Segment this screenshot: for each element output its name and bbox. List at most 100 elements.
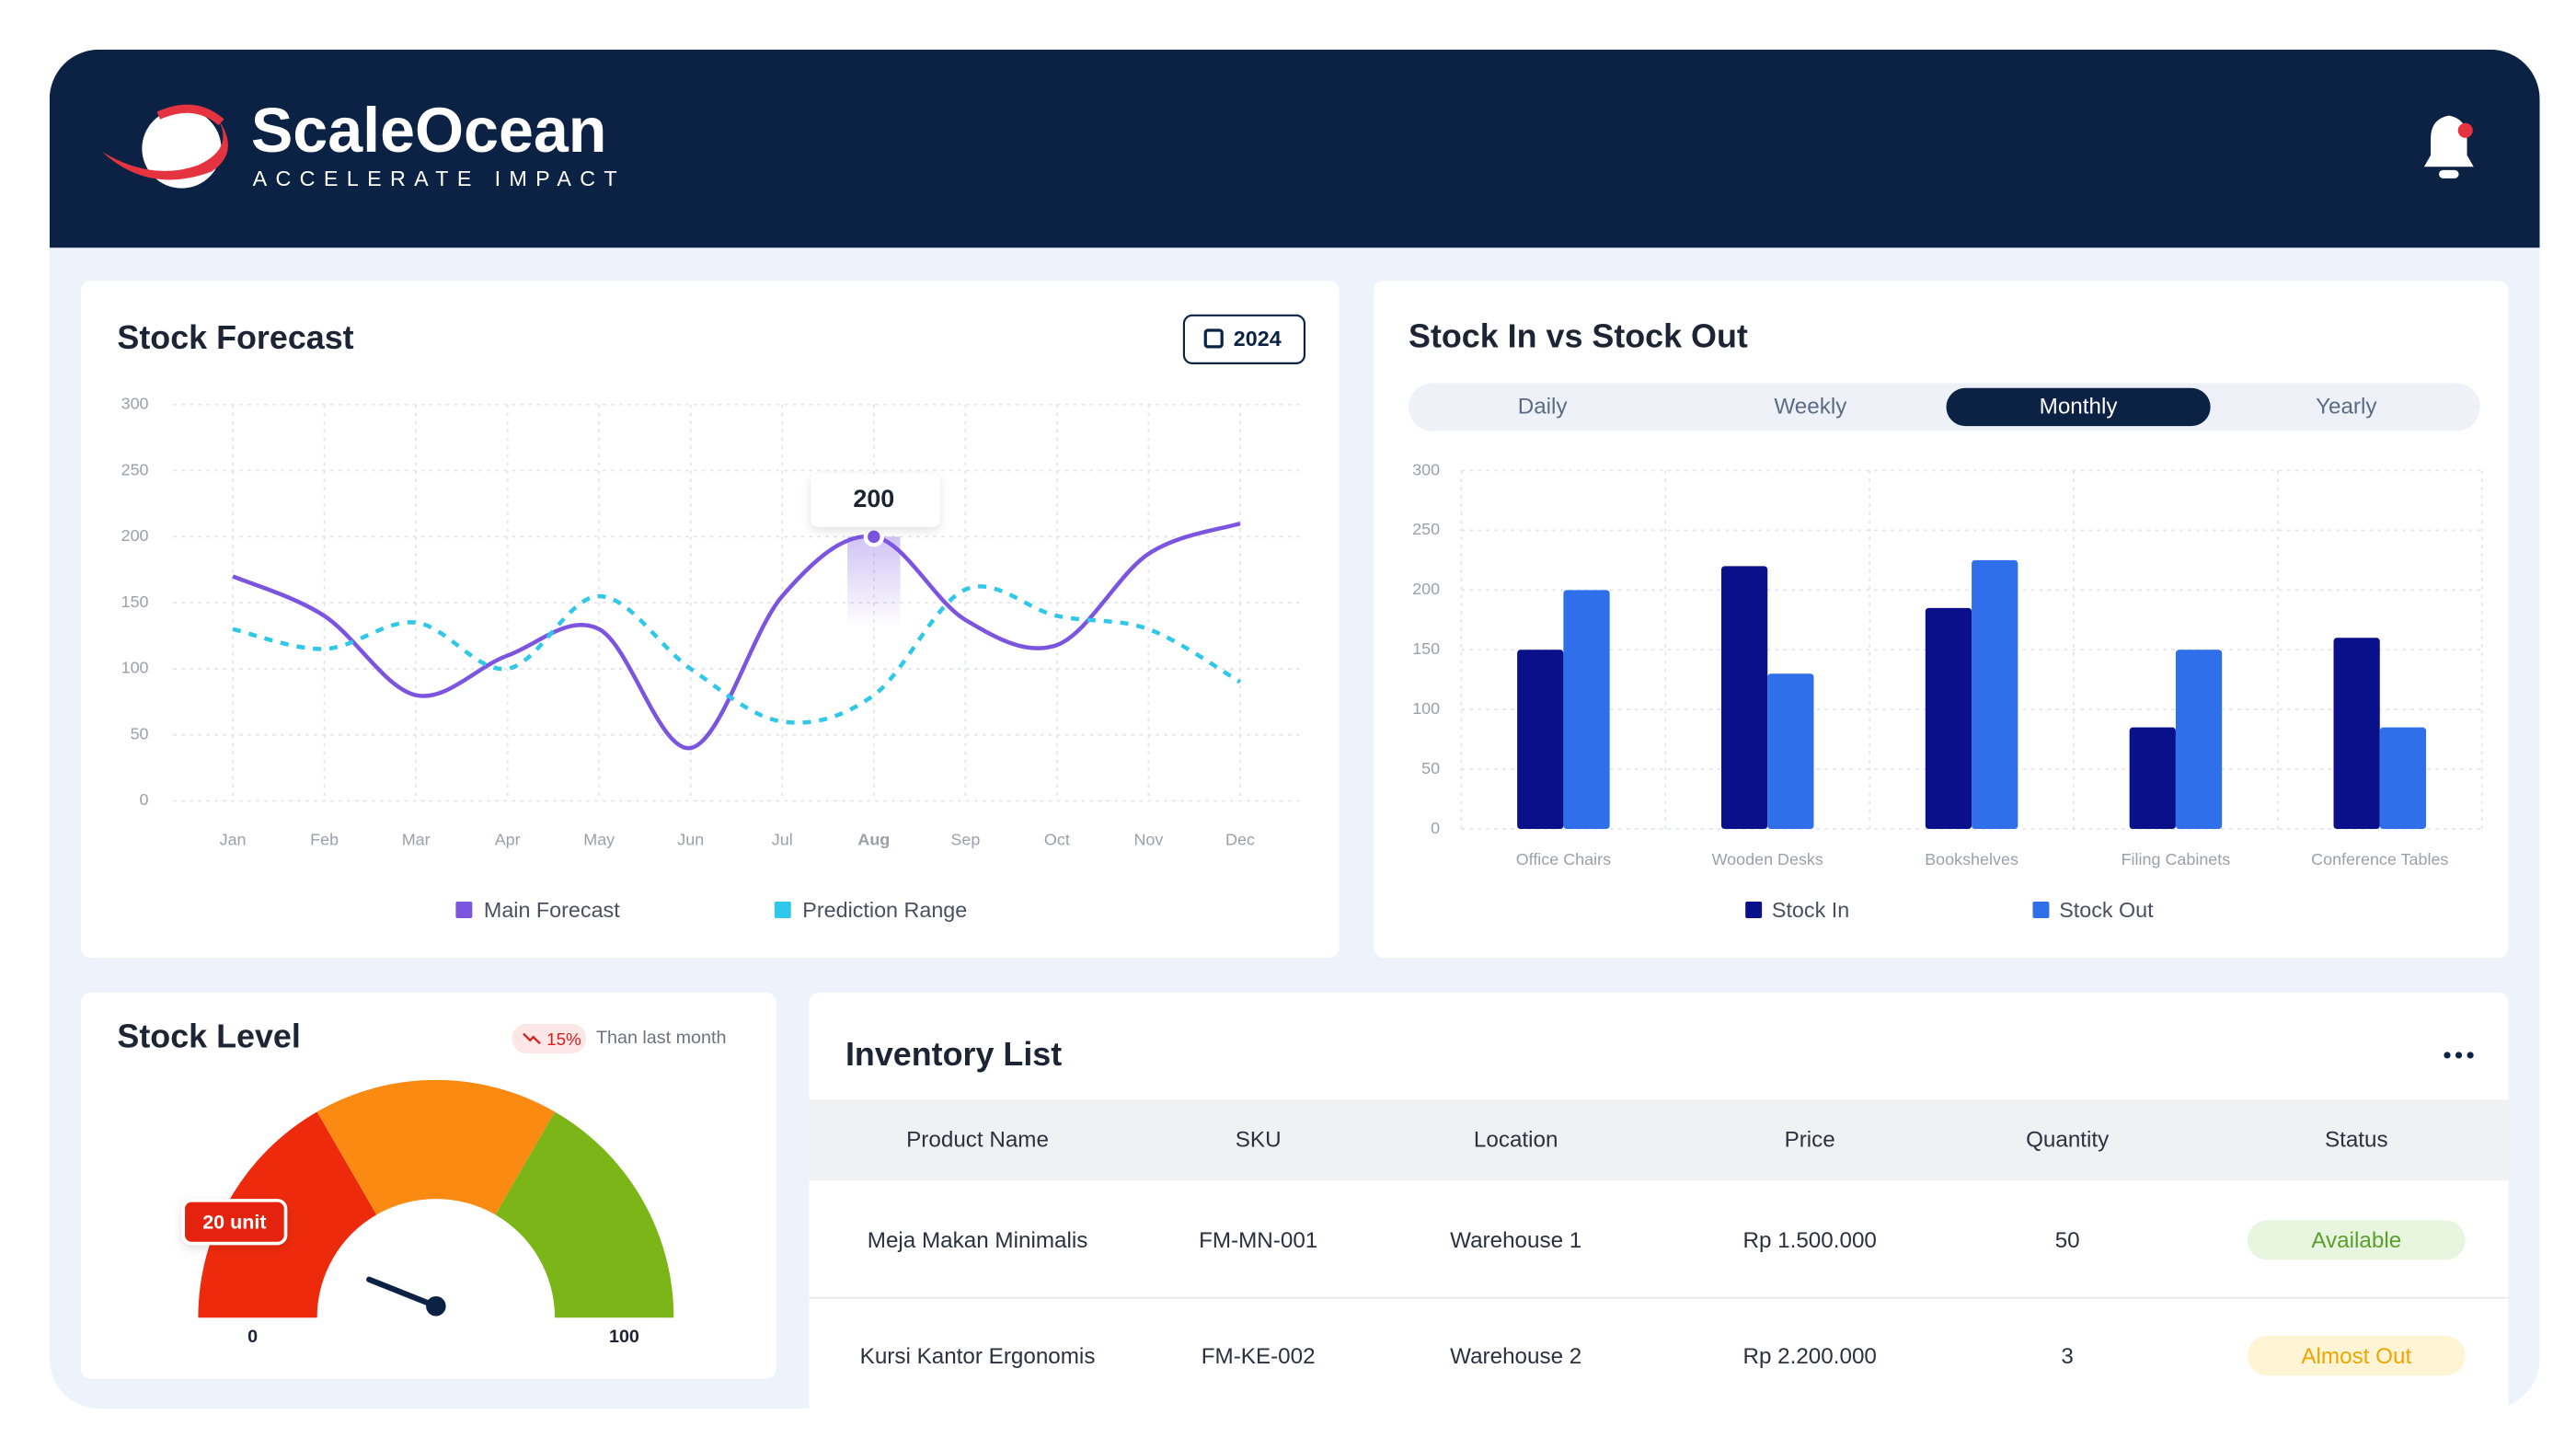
menu-dot[interactable] (2455, 1052, 2463, 1059)
year-label: 2024 (1234, 327, 1282, 351)
column-header: Location (1474, 1128, 1558, 1153)
brand: ScaleOcean (251, 96, 607, 166)
card-title: Inventory List (845, 1036, 1062, 1073)
legend-swatch (455, 902, 473, 918)
gauge-max: 100 (609, 1327, 639, 1347)
tooltip-label: 200 (853, 485, 894, 512)
status-label: Available (2311, 1228, 2401, 1253)
y-tick-label: 150 (1412, 639, 1440, 658)
bell-icon[interactable] (2423, 115, 2474, 178)
x-tick-label: Jul (772, 830, 793, 848)
needle-hub (426, 1295, 446, 1317)
y-tick-label: 150 (121, 592, 149, 611)
x-tick-label: Filing Cabinets (2122, 850, 2231, 868)
status-pill (2247, 1336, 2466, 1376)
x-tick-label: Oct (1044, 830, 1070, 848)
tab-label[interactable]: Weekly (1774, 395, 1847, 420)
cell: Rp 2.200.000 (1742, 1344, 1876, 1369)
x-tick-label: May (583, 830, 615, 848)
y-tick-label: 250 (1412, 520, 1440, 538)
column-header: Quantity (2026, 1128, 2110, 1153)
cell: Warehouse 1 (1450, 1228, 1581, 1253)
trend-icon (523, 1032, 541, 1045)
change-note: Than last month (596, 1028, 727, 1048)
column-header: SKU (1236, 1128, 1282, 1153)
year-button[interactable] (1182, 314, 1306, 364)
x-tick-label: Aug (857, 830, 890, 848)
cell: FM-MN-001 (1199, 1228, 1317, 1253)
column-header: Status (2325, 1128, 2388, 1153)
y-tick-label: 100 (121, 659, 149, 677)
bar (1563, 590, 1610, 830)
gauge-segment (316, 1079, 556, 1215)
column-header: Product Name (906, 1128, 1049, 1153)
status-pill (2247, 1220, 2466, 1260)
gauge-min: 0 (247, 1327, 258, 1347)
y-tick-label: 250 (121, 460, 149, 478)
forecast-card (80, 281, 1340, 959)
line-0 (232, 521, 1241, 751)
x-tick-label: Jun (677, 830, 704, 848)
bar (1972, 559, 2018, 830)
menu-dot (2444, 1052, 2451, 1059)
change-label: 15% (546, 1029, 581, 1049)
y-tick-label: 50 (131, 724, 149, 742)
status-label: Almost Out (2301, 1344, 2411, 1369)
cell: Meja Makan Minimalis (868, 1228, 1088, 1253)
legend-label: Stock In (1772, 898, 1849, 922)
cell: Kursi Kantor Ergonomis (860, 1344, 1096, 1369)
y-tick-label: 0 (140, 790, 149, 809)
y-tick-label: 50 (1421, 759, 1440, 777)
y-tick-label: 0 (1431, 819, 1440, 837)
highlight (847, 536, 901, 628)
calendar-icon (1203, 328, 1224, 349)
inventory-card (809, 992, 2509, 1409)
line-1 (232, 584, 1242, 725)
point (863, 526, 885, 547)
cell: 3 (2061, 1344, 2073, 1369)
card-title: Stock Level (117, 1018, 300, 1054)
x-tick-label: Office Chairs (1516, 850, 1611, 868)
value-badge (181, 1199, 288, 1246)
bar (2379, 727, 2427, 830)
x-tick-label: Feb (310, 830, 339, 848)
legend-label: Main Forecast (484, 898, 620, 922)
tagline: ACCELERATE IMPACT (253, 167, 626, 190)
y-tick-label: 200 (121, 526, 149, 545)
value-label: 20 unit (202, 1212, 266, 1234)
header-bar (49, 49, 2540, 248)
legend-label: Stock Out (2059, 898, 2154, 922)
card-title: Stock In vs Stock Out (1409, 317, 1748, 354)
bar (2129, 727, 2176, 830)
tab-label[interactable]: Yearly (2316, 395, 2377, 420)
x-tick-label: Jan (220, 830, 247, 848)
tooltip (811, 474, 940, 527)
tab-label[interactable]: Monthly (2040, 395, 2119, 420)
bar (2333, 638, 2380, 830)
x-tick-label: Dec (1225, 830, 1255, 848)
x-tick-label: Conference Tables (2311, 850, 2448, 868)
bar (2175, 650, 2223, 830)
menu-dot (2467, 1052, 2474, 1059)
gauge-segment (495, 1111, 674, 1318)
y-tick-label: 300 (121, 394, 149, 412)
legend-swatch (774, 902, 791, 918)
tab-label[interactable]: Daily (1518, 395, 1569, 420)
cell: 50 (2055, 1228, 2080, 1253)
x-tick-label: Wooden Desks (1712, 850, 1823, 868)
bar (1925, 607, 1972, 830)
cell: Warehouse 2 (1450, 1344, 1581, 1369)
change-badge (512, 1023, 587, 1054)
column-header: Price (1785, 1128, 1835, 1153)
tab-bar (1409, 383, 2480, 431)
x-tick-label: Sep (950, 830, 980, 848)
tab-active[interactable] (1946, 387, 2211, 427)
y-tick-label: 300 (1412, 460, 1440, 478)
needle (366, 1276, 439, 1309)
bar (1517, 650, 1564, 830)
x-tick-label: Mar (402, 830, 431, 848)
y-tick-label: 200 (1412, 580, 1440, 598)
